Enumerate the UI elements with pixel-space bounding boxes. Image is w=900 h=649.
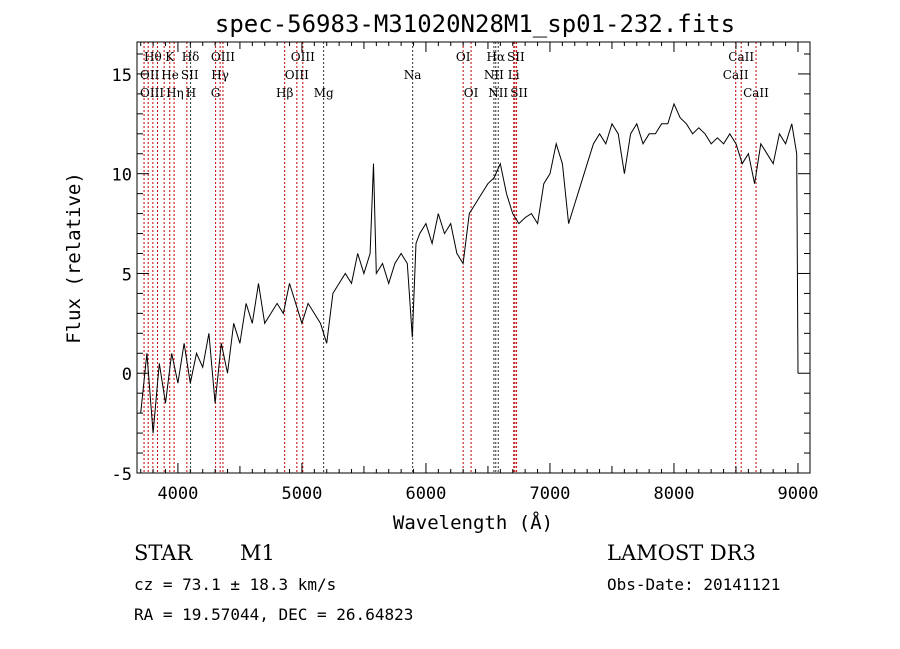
line-marker-label: SII — [507, 50, 525, 64]
x-axis-label: Wavelength (Å) — [393, 511, 553, 534]
y-tick-label: 0 — [122, 365, 132, 385]
line-marker-label: Hβ — [276, 86, 293, 100]
line-marker-label: OI — [456, 50, 471, 64]
x-tick-label: 9000 — [777, 484, 818, 504]
ra-dec: RA = 19.57044, DEC = 26.64823 — [134, 605, 413, 624]
x-tick-label: 7000 — [529, 484, 570, 504]
line-marker-label: Li — [508, 68, 520, 82]
line-marker-label: Hδ — [182, 50, 200, 64]
obs-date: Obs-Date: 20141121 — [607, 575, 780, 594]
object-type: STAR — [134, 541, 193, 565]
line-marker-label: Hγ — [211, 68, 229, 82]
survey-label: LAMOST DR3 — [607, 541, 756, 565]
line-marker-label: SII — [510, 86, 528, 100]
y-tick-label: 15 — [112, 66, 132, 86]
line-marker-label: H — [186, 86, 196, 100]
y-tick-label: 10 — [112, 166, 132, 186]
line-marker-label: CaII — [723, 68, 749, 82]
x-tick-label: 4000 — [157, 484, 198, 504]
y-tick-label: -5 — [112, 465, 132, 485]
line-marker-label: K — [165, 50, 175, 64]
line-marker-label: G — [211, 86, 221, 100]
x-tick-label: 8000 — [653, 484, 694, 504]
line-marker-label: OI — [464, 86, 479, 100]
chart-title: spec-56983-M31020N28M1_sp01-232.fits — [215, 10, 735, 38]
x-tick-label: 5000 — [281, 484, 322, 504]
line-marker-label: NII — [488, 86, 508, 100]
y-tick-label: 5 — [122, 265, 132, 285]
line-marker-label: OIII — [140, 86, 164, 100]
line-marker-label: NII — [484, 68, 504, 82]
axis-ticks: 4000 5000 6000 7000 8000 9000 -5 0 5 10 15 — [112, 42, 818, 504]
redshift-cz: cz = 73.1 ± 18.3 km/s — [134, 575, 336, 594]
line-marker-label: Hη — [166, 86, 184, 100]
line-marker-label: Mg — [314, 86, 334, 100]
line-marker-label: CaII — [743, 86, 769, 100]
subclass: M1 — [240, 541, 275, 565]
line-marker-label: SII — [181, 68, 199, 82]
spectrum-line — [140, 102, 799, 434]
line-marker-label: OIII — [291, 50, 315, 64]
line-marker-label: Na — [404, 68, 422, 82]
line-markers: OIIHθHηOIIIHeKHSIIHδGHγOIIIHβOIIIOIIIMgN… — [140, 42, 769, 473]
line-marker-label: OIII — [285, 68, 309, 82]
line-marker-label: OII — [140, 68, 160, 82]
x-tick-label: 6000 — [405, 484, 446, 504]
line-marker-label: CaII — [728, 50, 754, 64]
y-axis-label: Flux (relative) — [63, 172, 85, 344]
line-marker-label: Hα — [487, 50, 506, 64]
line-marker-label: He — [161, 68, 179, 82]
plot-frame — [136, 41, 811, 474]
line-marker-label: OIII — [211, 50, 235, 64]
line-marker-label: Hθ — [144, 50, 162, 64]
